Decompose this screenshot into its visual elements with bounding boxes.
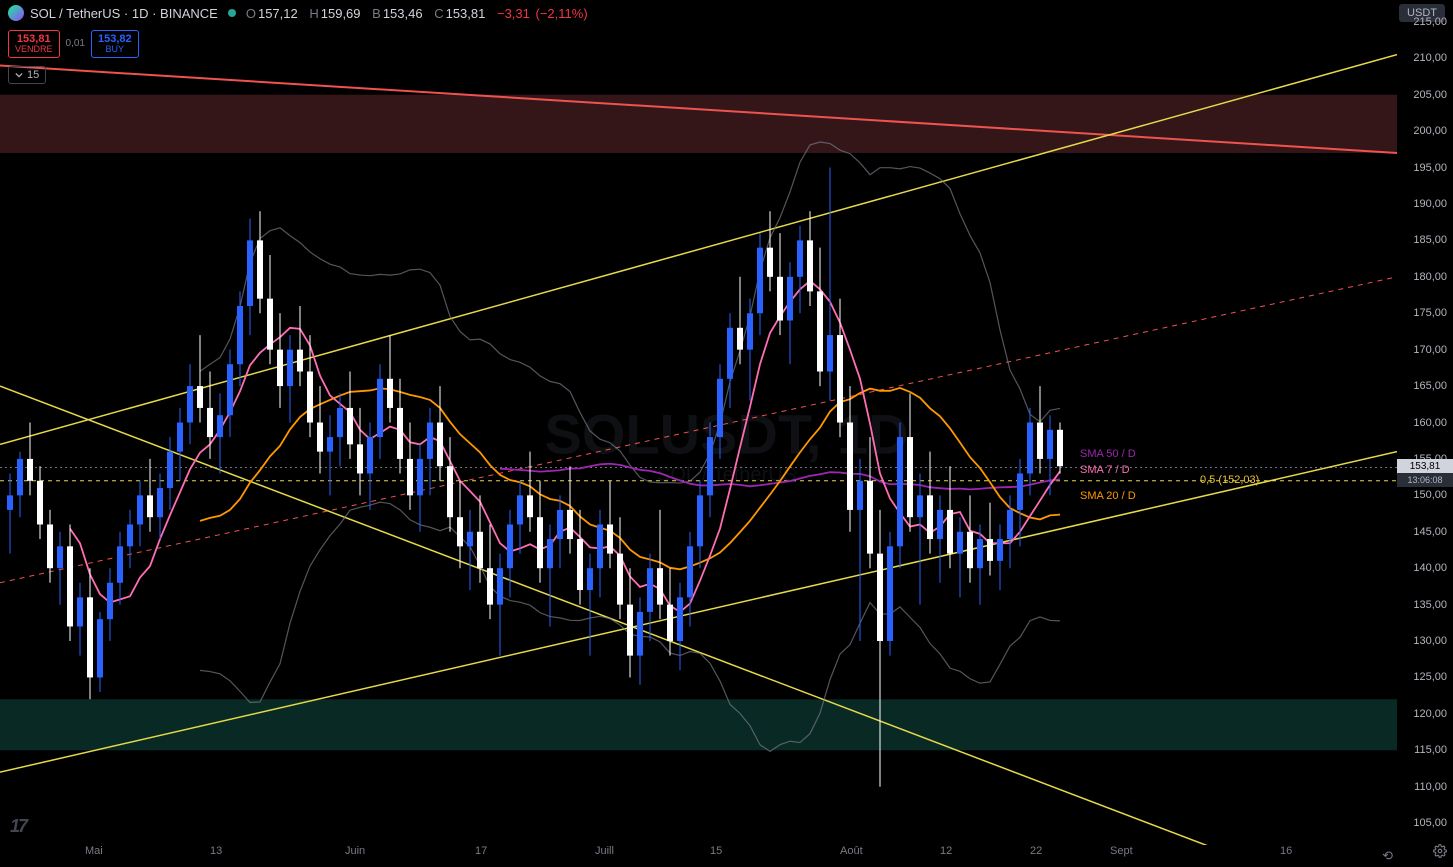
- price-axis[interactable]: 105,00110,00115,00120,00125,00130,00135,…: [1397, 0, 1453, 845]
- symbol-title[interactable]: SOL / TetherUS · 1D · BINANCE: [30, 6, 218, 21]
- fib-level-label: 0,5 (152,03): [1200, 474, 1259, 486]
- tradingview-logo: 17: [10, 816, 26, 837]
- chart-container: SOL / TetherUS · 1D · BINANCE O157,12 H1…: [0, 0, 1453, 867]
- price-chart[interactable]: [0, 0, 1397, 845]
- axis-controls: ⟲: [1382, 848, 1393, 864]
- buy-button[interactable]: 153,82BUY: [91, 30, 139, 58]
- settings-gear-icon[interactable]: [1433, 844, 1447, 863]
- symbol-icon: [8, 5, 24, 21]
- chevron-down-icon: [15, 71, 23, 79]
- sma-label: SMA 7 / D: [1080, 464, 1130, 476]
- sell-button[interactable]: 153,81VENDRE: [8, 30, 60, 58]
- sma-label: SMA 20 / D: [1080, 490, 1136, 502]
- spread-value: 0,01: [66, 38, 85, 49]
- sma-label: SMA 50 / D: [1080, 448, 1136, 460]
- trade-buttons: 153,81VENDRE 0,01 153,82BUY: [8, 30, 139, 58]
- reset-axis-icon[interactable]: ⟲: [1382, 848, 1393, 864]
- chart-header: SOL / TetherUS · 1D · BINANCE O157,12 H1…: [0, 0, 1453, 26]
- time-axis[interactable]: Mai13Juin17Juill15Août1222Sept16: [0, 845, 1397, 867]
- market-status-dot: [228, 9, 236, 17]
- ohlc-readout: O157,12 H159,69 B153,46 C153,81 −3,31 (−…: [246, 6, 590, 21]
- timeframe-selector[interactable]: 15: [8, 66, 46, 84]
